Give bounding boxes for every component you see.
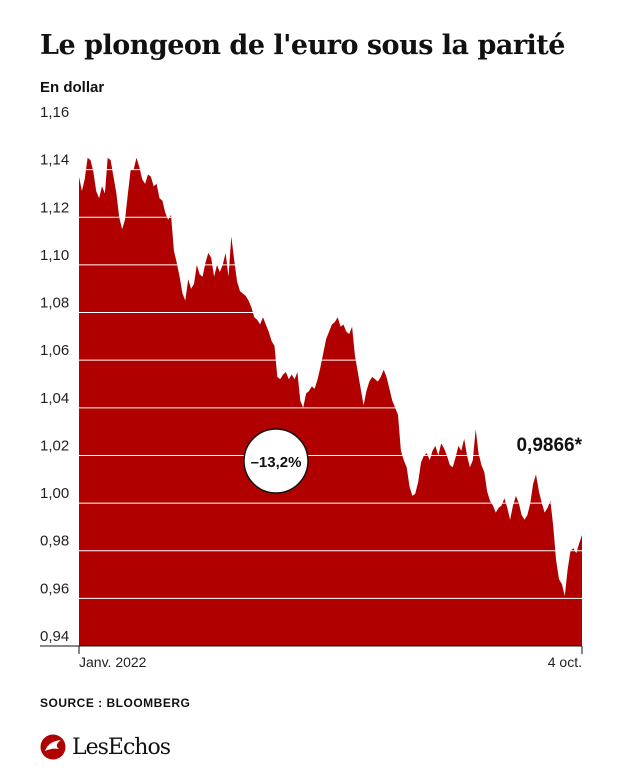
y-tick-label: 1,04 <box>40 390 69 407</box>
y-tick-label: 0,94 <box>40 628 69 645</box>
euro-dollar-area <box>79 157 582 646</box>
source-label: SOURCE : BLOOMBERG <box>40 696 191 710</box>
last-value-label: 0,9866* <box>516 435 582 456</box>
les-echos-logo: LesEchos <box>40 734 171 760</box>
y-tick-label: 0,98 <box>40 533 69 550</box>
y-tick-label: 1,12 <box>40 199 69 216</box>
x-label-start: Janv. 2022 <box>79 654 147 670</box>
change-label: –13,2% <box>251 454 302 471</box>
unit-label: En dollar <box>40 79 105 96</box>
logo-text: LesEchos <box>72 734 171 760</box>
chart: 1,16 1,14 1,12 1,10 1,08 1,06 1,04 1,02 1,00 0,98… <box>39 104 583 670</box>
y-tick-label: 1,14 <box>40 152 69 169</box>
x-label-end: 4 oct. <box>548 654 582 670</box>
y-tick-label: 1,16 <box>40 104 69 121</box>
y-tick-label: 1,10 <box>40 247 69 264</box>
les-echos-emblem-icon <box>40 734 66 760</box>
y-tick-label: 1,06 <box>40 342 69 359</box>
y-tick-label: 0,96 <box>40 580 69 597</box>
y-tick-label: 1,00 <box>40 485 69 502</box>
change-badge <box>243 428 309 494</box>
y-tick-label: 1,08 <box>40 295 69 312</box>
y-tick-label: 1,02 <box>40 437 69 454</box>
chart-title: Le plongeon de l'euro sous la parité <box>40 30 565 61</box>
